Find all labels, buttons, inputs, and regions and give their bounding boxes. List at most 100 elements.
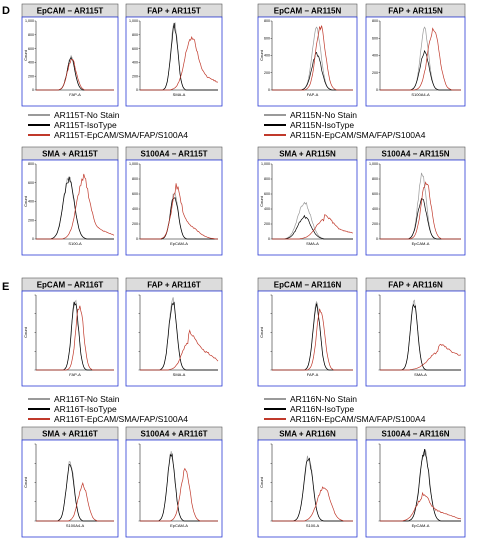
- histogram-chart: FAP + AR116N SMA-A: [365, 277, 466, 387]
- x-axis-label: SMA-A: [173, 92, 186, 97]
- chart-group: EpCAM − AR116T Count FAP-A FAP + AR116T SMA-…: [21, 277, 223, 538]
- histogram-chart: FAP + AR116T SMA-A: [125, 277, 223, 387]
- y-tick-label: 600: [264, 36, 270, 40]
- chart-title: FAP + AR115N: [388, 7, 443, 16]
- x-axis-label: EpCAM-A: [170, 241, 188, 246]
- y-tick-label: 200: [372, 222, 378, 226]
- chart-group: EpCAM − AR115N 800 600 400 200 0 Count FAP-A FAP…: [257, 3, 466, 256]
- y-tick-label: 800: [372, 19, 378, 23]
- histogram-chart: SMA + AR115N 1,000 800 600 400 200 0 Count SMA-A: [257, 146, 358, 256]
- y-tick-label: 600: [372, 192, 378, 196]
- legend-entry: AR116T-IsoType: [54, 404, 117, 414]
- histogram-stained: [140, 467, 218, 522]
- chart-title: SMA + AR115N: [279, 150, 336, 159]
- chart-title: S100A4 − AR115T: [140, 150, 207, 159]
- y-tick-label: 200: [372, 71, 378, 75]
- chart-title: EpCAM − AR116T: [37, 281, 104, 290]
- y-tick-label: 800: [264, 19, 270, 23]
- y-tick-label: 200: [264, 71, 270, 75]
- y-tick-label: 1,000: [369, 162, 378, 166]
- y-tick-label: 400: [28, 200, 34, 204]
- chart-title: SMA + AR115T: [42, 150, 98, 159]
- histogram-stained: [272, 486, 353, 522]
- x-axis-label: FAP-A: [307, 372, 319, 377]
- legend-entry: AR115T-No Stain: [54, 110, 120, 120]
- histogram-stained: [140, 183, 218, 240]
- panel-label: E: [2, 281, 9, 293]
- chart-title: FAP + AR116N: [388, 281, 443, 290]
- y-tick-label: 400: [132, 207, 138, 211]
- histogram-stained: [380, 491, 462, 522]
- histogram-chart: EpCAM − AR116N Count FAP-A: [257, 277, 358, 387]
- chart-title: S100A4 − AR115N: [382, 150, 450, 159]
- chart-frame: [257, 16, 358, 107]
- histogram-chart: EpCAM − AR116T Count FAP-A: [21, 277, 119, 387]
- y-tick-label: 0: [32, 237, 34, 241]
- y-tick-label: 600: [132, 192, 138, 196]
- histogram-chart: EpCAM − AR115N 800 600 400 200 0 Count FAP-A: [257, 3, 358, 107]
- x-axis-label: EpCAM-A: [412, 523, 430, 528]
- chart-title: EpCAM − AR116N: [274, 281, 342, 290]
- legend-entry: AR116T-EpCAM/SMA/FAP/S100A4: [54, 414, 188, 424]
- chart-title: SMA + AR116T: [42, 430, 98, 439]
- chart-group: EpCAM − AR116N Count FAP-A FAP + AR116N SMA-…: [257, 277, 466, 538]
- y-axis-label: Count: [23, 326, 28, 338]
- y-tick-label: 800: [132, 33, 138, 37]
- y-tick-label: 0: [376, 88, 378, 92]
- histogram-chart: FAP + AR115T 1,000 800 600 400 200 0 SMA-A: [125, 3, 223, 107]
- histogram-stained: [272, 25, 353, 91]
- histogram-stained: [36, 482, 114, 522]
- histogram-stained: [272, 308, 353, 371]
- chart-frame: [125, 16, 223, 107]
- histogram-stained: [140, 329, 219, 371]
- y-tick-label: 400: [264, 207, 270, 211]
- histogram-chart: S100A4 + AR116T EpCAM-A: [125, 426, 223, 538]
- y-tick-label: 1,000: [129, 162, 138, 166]
- x-axis-label: FAP-A: [69, 92, 81, 97]
- y-tick-label: 0: [376, 237, 378, 241]
- y-tick-label: 200: [132, 222, 138, 226]
- chart-title: FAP + AR116T: [147, 281, 201, 290]
- histogram-chart: FAP + AR115N 800 600 400 200 0 S100A4-A: [365, 3, 466, 107]
- y-tick-label: 0: [136, 88, 138, 92]
- y-tick-label: 200: [132, 74, 138, 78]
- histogram-stained: [36, 305, 114, 371]
- histogram-chart: S100A4 − AR115N 1,000 800 600 400 200 0 EpCAM-A: [365, 146, 466, 256]
- histogram-stained: [36, 59, 114, 91]
- chart-group: EpCAM − AR115T1,0008006004002000CountFAP…: [21, 3, 223, 256]
- y-tick-label: 200: [28, 218, 34, 222]
- histogram-stained: [272, 214, 354, 240]
- legend-entry: AR115T-IsoType: [54, 120, 117, 130]
- chart-title: S100A4 + AR116T: [140, 430, 207, 439]
- y-tick-label: 400: [372, 207, 378, 211]
- chart-title: FAP + AR115T: [147, 7, 201, 16]
- histogram-chart: S100A4 − AR116N EpCAM-A: [365, 426, 466, 538]
- x-axis-label: FAP-A: [307, 92, 319, 97]
- chart-frame: [365, 16, 466, 107]
- histogram-stained: [380, 27, 461, 91]
- panel-d: D EpCAM − AR115T1,0008006004002000CountFA…: [2, 3, 466, 256]
- legend-entry: AR115N-No Stain: [290, 110, 357, 120]
- y-tick-label: 800: [132, 177, 138, 181]
- chart-frame: [21, 16, 119, 107]
- legend-entry: AR115N-EpCAM/SMA/FAP/S100A4: [290, 130, 426, 140]
- y-tick-label: 400: [28, 61, 34, 65]
- y-tick-label: 1,000: [129, 19, 138, 23]
- x-axis-label: S100-A: [306, 523, 320, 528]
- panel-label: D: [2, 5, 10, 17]
- y-tick-label: 600: [264, 192, 270, 196]
- chart-title: SMA + AR116N: [279, 430, 336, 439]
- y-tick-label: 400: [264, 54, 270, 58]
- chart-title: S100A4 − AR116N: [382, 430, 450, 439]
- y-tick-label: 600: [372, 36, 378, 40]
- histogram-stained: [36, 173, 115, 240]
- legend-entry: AR116T-No Stain: [54, 394, 120, 404]
- histogram-stained: [380, 343, 462, 371]
- chart-title: EpCAM − AR115T: [37, 7, 104, 16]
- y-tick-label: 0: [268, 237, 270, 241]
- x-axis-label: S100-A: [68, 241, 82, 246]
- histogram-chart: SMA + AR115T 800 600 400 200 0 Count S100-A: [21, 146, 119, 256]
